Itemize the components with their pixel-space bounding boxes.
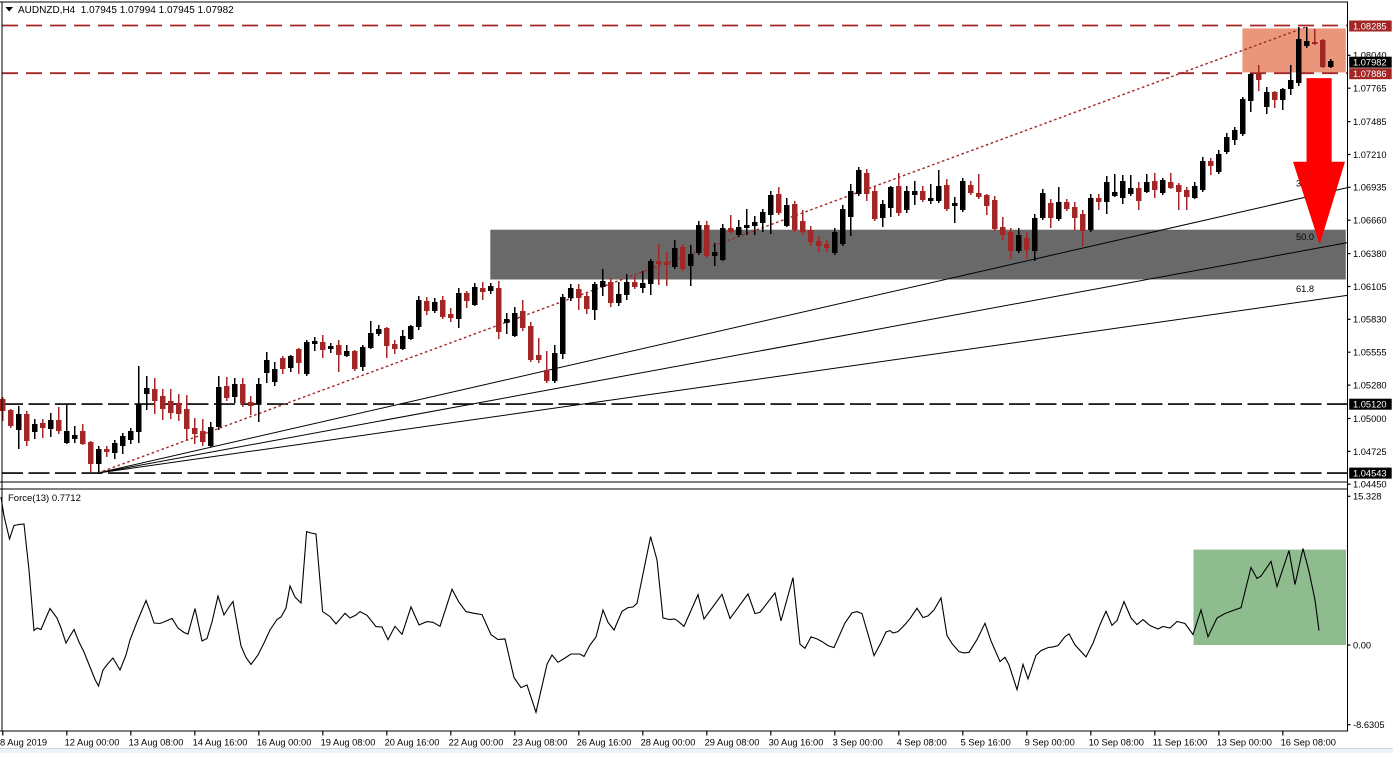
svg-text:13 Aug 08:00: 13 Aug 08:00: [129, 738, 184, 748]
svg-text:10 Sep 08:00: 10 Sep 08:00: [1089, 738, 1144, 748]
svg-text:61.8: 61.8: [1296, 284, 1314, 294]
svg-text:1.04725: 1.04725: [1353, 447, 1387, 457]
svg-text:1.07485: 1.07485: [1353, 117, 1387, 127]
svg-text:20 Aug 16:00: 20 Aug 16:00: [385, 738, 440, 748]
svg-text:1.07765: 1.07765: [1353, 84, 1387, 94]
svg-text:Force(13) 0.7712: Force(13) 0.7712: [8, 493, 81, 504]
svg-text:4 Sep 08:00: 4 Sep 08:00: [897, 738, 947, 748]
svg-text:11 Sep 16:00: 11 Sep 16:00: [1153, 738, 1208, 748]
svg-text:1.05830: 1.05830: [1353, 315, 1387, 325]
svg-text:1.05000: 1.05000: [1353, 414, 1387, 424]
svg-text:1.07982: 1.07982: [1353, 58, 1387, 68]
svg-text:1.04450: 1.04450: [1353, 480, 1387, 490]
svg-text:1.05120: 1.05120: [1353, 400, 1387, 410]
svg-text:5 Sep 16:00: 5 Sep 16:00: [961, 738, 1011, 748]
svg-text:1.06935: 1.06935: [1353, 183, 1387, 193]
svg-text:14 Aug 16:00: 14 Aug 16:00: [193, 738, 248, 748]
svg-text:1.07210: 1.07210: [1353, 150, 1387, 160]
svg-text:16 Aug 00:00: 16 Aug 00:00: [257, 738, 312, 748]
svg-text:28 Aug 00:00: 28 Aug 00:00: [641, 738, 696, 748]
svg-text:22 Aug 00:00: 22 Aug 00:00: [449, 738, 504, 748]
svg-text:16 Sep 08:00: 16 Sep 08:00: [1281, 738, 1336, 748]
svg-text:3 Sep 00:00: 3 Sep 00:00: [833, 738, 883, 748]
svg-text:1.06380: 1.06380: [1353, 249, 1387, 259]
svg-text:50.0: 50.0: [1296, 232, 1314, 242]
svg-text:1.04543: 1.04543: [1353, 469, 1387, 479]
svg-text:-8.6305: -8.6305: [1353, 720, 1385, 730]
svg-text:1.06105: 1.06105: [1353, 282, 1387, 292]
svg-text:1.05555: 1.05555: [1353, 348, 1387, 358]
svg-text:30 Aug 16:00: 30 Aug 16:00: [769, 738, 824, 748]
svg-text:8 Aug 2019: 8 Aug 2019: [0, 738, 47, 748]
svg-text:0.00: 0.00: [1353, 640, 1371, 650]
svg-text:1.08040: 1.08040: [1353, 51, 1387, 61]
svg-text:1.07886: 1.07886: [1353, 69, 1387, 79]
svg-text:29 Aug 08:00: 29 Aug 08:00: [705, 738, 760, 748]
svg-text:12 Aug 00:00: 12 Aug 00:00: [65, 738, 120, 748]
svg-text:1.05280: 1.05280: [1353, 381, 1387, 391]
svg-text:13 Sep 00:00: 13 Sep 00:00: [1217, 738, 1272, 748]
svg-text:26 Aug 16:00: 26 Aug 16:00: [577, 738, 632, 748]
svg-text:15.328: 15.328: [1353, 492, 1381, 502]
svg-text:1.08285: 1.08285: [1353, 21, 1387, 31]
svg-text:1.06660: 1.06660: [1353, 216, 1387, 226]
svg-text:19 Aug 08:00: 19 Aug 08:00: [321, 738, 376, 748]
svg-text:AUDNZD,H4 1.07945 1.07994 1.0: AUDNZD,H4 1.07945 1.07994 1.07945 1.0798…: [18, 5, 234, 16]
svg-text:23 Aug 08:00: 23 Aug 08:00: [513, 738, 568, 748]
svg-text:9 Sep 00:00: 9 Sep 00:00: [1025, 738, 1075, 748]
